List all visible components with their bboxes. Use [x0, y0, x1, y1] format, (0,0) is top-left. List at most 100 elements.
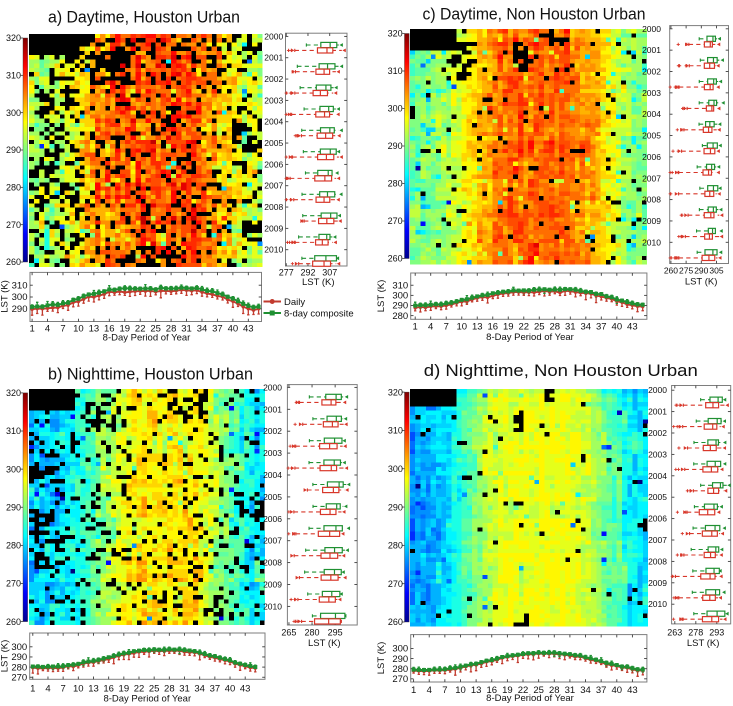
svg-text:2010: 2010	[642, 237, 661, 247]
svg-text:2001: 2001	[263, 404, 282, 414]
svg-text:2006: 2006	[263, 514, 282, 524]
svg-text:290: 290	[392, 654, 408, 665]
svg-text:25: 25	[149, 684, 160, 695]
svg-text:40: 40	[612, 685, 623, 696]
svg-text:8-Day Period of Year: 8-Day Period of Year	[486, 332, 574, 343]
svg-text:2010: 2010	[263, 601, 282, 611]
svg-text:300: 300	[392, 644, 408, 655]
svg-text:7: 7	[60, 684, 65, 695]
svg-text:320: 320	[388, 29, 403, 39]
svg-text:295: 295	[328, 628, 343, 638]
svg-text:19: 19	[502, 685, 513, 696]
svg-text:310: 310	[388, 66, 403, 76]
svg-text:34: 34	[580, 685, 591, 696]
svg-text:25: 25	[533, 685, 544, 696]
svg-text:c) Daytime, Non Houston Urban: c) Daytime, Non Houston Urban	[423, 5, 646, 24]
svg-text:31: 31	[181, 324, 192, 335]
svg-text:2007: 2007	[264, 181, 283, 191]
svg-text:8-Day Period of Year: 8-Day Period of Year	[103, 333, 191, 344]
svg-text:43: 43	[243, 324, 254, 335]
svg-text:2007: 2007	[642, 173, 661, 183]
svg-text:280: 280	[11, 662, 27, 673]
svg-text:2006: 2006	[264, 159, 283, 169]
svg-text:13: 13	[472, 322, 483, 333]
svg-text:37: 37	[596, 322, 607, 333]
svg-text:300: 300	[12, 292, 28, 303]
svg-text:2004: 2004	[642, 109, 661, 119]
svg-text:2000: 2000	[263, 382, 282, 392]
svg-text:7: 7	[444, 322, 449, 333]
svg-text:22: 22	[518, 322, 529, 333]
svg-text:4: 4	[427, 685, 432, 696]
svg-text:19: 19	[119, 684, 130, 695]
svg-text:300: 300	[388, 464, 403, 474]
svg-text:2001: 2001	[264, 53, 283, 63]
svg-text:LST (K): LST (K)	[302, 277, 335, 288]
svg-text:8-Day Period of Year: 8-Day Period of Year	[486, 693, 574, 704]
svg-text:290: 290	[694, 266, 708, 276]
svg-text:260: 260	[388, 617, 403, 627]
svg-text:10: 10	[73, 684, 84, 695]
svg-text:25: 25	[534, 322, 545, 333]
svg-text:320: 320	[6, 33, 21, 43]
svg-text:290: 290	[11, 652, 27, 663]
svg-text:16: 16	[486, 685, 497, 696]
svg-text:2008: 2008	[263, 558, 282, 568]
svg-text:290: 290	[388, 141, 403, 151]
svg-text:b) Nighttime, Houston Urban: b) Nighttime, Houston Urban	[48, 364, 253, 383]
svg-text:10: 10	[73, 324, 84, 335]
svg-text:300: 300	[6, 108, 21, 118]
svg-text:2007: 2007	[263, 536, 282, 546]
svg-text:16: 16	[487, 322, 498, 333]
svg-text:270: 270	[6, 220, 21, 230]
svg-text:LST (K): LST (K)	[0, 640, 11, 673]
svg-text:277: 277	[279, 268, 294, 278]
svg-text:2004: 2004	[648, 471, 667, 481]
svg-text:290: 290	[392, 301, 408, 312]
svg-text:19: 19	[503, 322, 514, 333]
svg-text:260: 260	[6, 617, 21, 627]
svg-text:280: 280	[305, 628, 320, 638]
svg-text:2006: 2006	[642, 152, 661, 162]
svg-text:22: 22	[134, 684, 145, 695]
svg-text:280: 280	[388, 541, 403, 551]
svg-text:280: 280	[392, 664, 408, 675]
svg-text:2003: 2003	[642, 88, 661, 98]
svg-text:300: 300	[11, 642, 27, 653]
svg-text:290: 290	[388, 502, 403, 512]
svg-text:2004: 2004	[263, 470, 282, 480]
svg-text:2005: 2005	[264, 138, 283, 148]
svg-text:2002: 2002	[263, 426, 282, 436]
svg-text:10: 10	[455, 685, 466, 696]
svg-text:28: 28	[166, 324, 177, 335]
svg-text:290: 290	[6, 145, 21, 155]
svg-text:LST (K): LST (K)	[376, 280, 387, 313]
svg-text:310: 310	[6, 426, 21, 436]
svg-text:2005: 2005	[642, 131, 661, 141]
svg-text:2000: 2000	[264, 31, 283, 41]
svg-text:280: 280	[392, 311, 408, 322]
svg-text:2003: 2003	[263, 448, 282, 458]
svg-text:22: 22	[135, 324, 146, 335]
svg-text:LST (K): LST (K)	[0, 280, 11, 313]
svg-text:2002: 2002	[642, 67, 661, 77]
svg-text:40: 40	[225, 684, 236, 695]
svg-text:40: 40	[228, 324, 239, 335]
svg-text:7: 7	[442, 685, 447, 696]
svg-text:280: 280	[6, 183, 21, 193]
svg-text:a) Daytime, Houston Urban: a) Daytime, Houston Urban	[48, 8, 240, 27]
svg-text:278: 278	[688, 627, 703, 637]
svg-text:43: 43	[627, 685, 638, 696]
svg-text:4: 4	[45, 324, 50, 335]
svg-text:263: 263	[667, 627, 682, 637]
svg-text:310: 310	[392, 280, 408, 291]
svg-text:260: 260	[6, 257, 21, 267]
svg-text:280: 280	[6, 541, 21, 551]
svg-text:2002: 2002	[264, 74, 283, 84]
svg-text:270: 270	[6, 579, 21, 589]
svg-text:260: 260	[388, 254, 403, 264]
svg-text:34: 34	[197, 324, 208, 335]
svg-text:1: 1	[413, 322, 418, 333]
svg-text:4: 4	[428, 322, 433, 333]
svg-text:2007: 2007	[648, 535, 667, 545]
